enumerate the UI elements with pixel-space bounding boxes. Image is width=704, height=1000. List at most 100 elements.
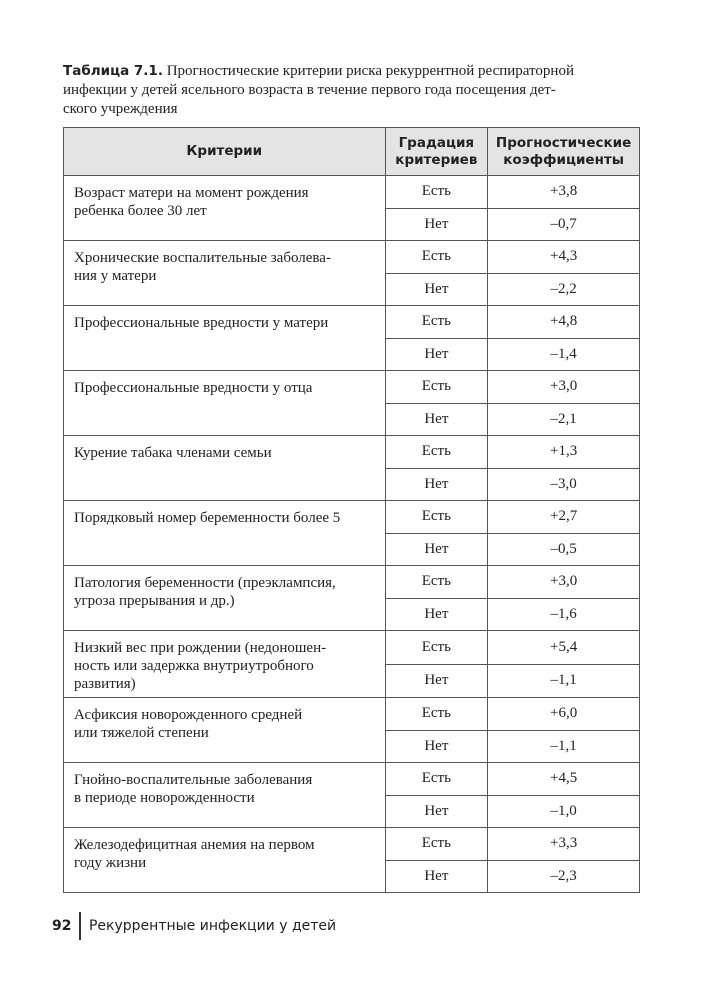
table-row: Порядковый номер беременности более 5 Ест… [63, 500, 640, 566]
grade-cell: Есть [384, 305, 489, 339]
table-body: Возраст матери на момент рождения ребенка… [63, 175, 640, 893]
table-row: Профессиональные вредности у отца Есть +3,… [63, 370, 640, 436]
grade-cell: Есть [384, 370, 489, 404]
criterion-cell: Хронические воспалительные заболева-ния … [63, 240, 386, 306]
coefficient-cell: +3,0 [487, 565, 640, 599]
criterion-line: в периоде новорожденности [74, 790, 255, 806]
criterion-cell: Асфиксия новорожденного средней или тяжел… [63, 697, 386, 763]
grade-cell: Нет [384, 663, 489, 698]
table-row: Железодефицитная анемия на первом году жи… [63, 827, 640, 893]
criterion-line: Порядковый номер беременности более 5 [74, 510, 341, 526]
table-row: Профессиональные вредности у матери Есть +… [63, 305, 640, 371]
coefficient-cell: –1,1 [487, 729, 640, 763]
table-row: Возраст матери на момент рождения ребенка… [63, 175, 640, 241]
coefficient-cell: +5,4 [487, 630, 640, 665]
grade-cell: Нет [384, 532, 489, 566]
caption-label: Таблица 7.1. [63, 63, 163, 79]
coefficient-cell: –1,1 [487, 663, 640, 698]
criterion-line: ность или задержка внутриутробного [74, 658, 314, 674]
coefficient-cell: +3,3 [487, 827, 640, 861]
grade-cell: Нет [384, 272, 489, 306]
column-header: Критерии [63, 127, 386, 176]
coefficient-cell: –2,2 [487, 272, 640, 306]
criterion-cell: Возраст матери на момент рождения ребенка… [63, 175, 386, 241]
coefficient-cell: –0,7 [487, 207, 640, 241]
criterion-line: ребенка более 30 лет [74, 203, 207, 219]
table-row: Нет –1,6 [64, 597, 640, 631]
grade-cell: Нет [384, 794, 489, 828]
grade-cell: Нет [384, 402, 489, 436]
coefficient-cell: +4,8 [487, 305, 640, 339]
column-header: Прогностические коэффициенты [487, 127, 640, 176]
header-row: Критерии Градация критериев Прогностически… [63, 127, 640, 176]
criterion-cell: Курение табака членами семьи [63, 435, 386, 501]
table-row: Нет –1,4 [64, 337, 640, 371]
coefficient-cell: –2,3 [487, 859, 640, 893]
criterion-cell: Гнойно-воспалительные заболевания в перио… [63, 762, 386, 828]
coefficient-cell: +6,0 [487, 697, 640, 731]
grade-cell: Нет [384, 859, 489, 893]
grade-cell: Нет [384, 207, 489, 241]
criterion-cell: Профессиональные вредности у отца [63, 370, 386, 436]
table-row: Нет –2,1 [64, 402, 640, 436]
table-row: Патология беременности (преэклампсия, угр… [63, 565, 640, 631]
coefficient-cell: +4,3 [487, 240, 640, 274]
criterion-line: Профессиональные вредности у матери [74, 315, 329, 331]
coefficient-cell: +2,7 [487, 500, 640, 534]
criterion-line: году жизни [74, 855, 147, 871]
grade-cell: Нет [384, 729, 489, 763]
coefficient-cell: +1,3 [487, 435, 640, 469]
grade-cell: Нет [384, 337, 489, 371]
coefficient-cell: –1,0 [487, 794, 640, 828]
table-row: Нет –1,1 [64, 663, 640, 698]
grade-cell: Есть [384, 762, 489, 796]
table-row: Гнойно-воспалительные заболевания в перио… [63, 762, 640, 828]
grade-cell: Есть [384, 435, 489, 469]
criterion-line: Патология беременности (преэклампсия, [74, 575, 336, 591]
coefficient-cell: –0,5 [487, 532, 640, 566]
column-header: Градация критериев [384, 127, 489, 176]
table-row: Нет –1,0 [64, 794, 640, 828]
grade-cell: Есть [384, 565, 489, 599]
table-row: Хронические воспалительные заболева-ния … [63, 240, 640, 306]
caption-line: инфекции у детей ясельного возраста в те… [63, 82, 556, 98]
grade-cell: Есть [384, 240, 489, 274]
grade-cell: Есть [384, 697, 489, 731]
criterion-line: Профессиональные вредности у отца [74, 380, 313, 396]
grade-cell: Есть [384, 827, 489, 861]
table-row: Низкий вес при рождении (недоношен-ность… [63, 630, 640, 698]
coefficient-cell: –2,1 [487, 402, 640, 436]
table-row: Нет –3,0 [64, 467, 640, 501]
caption-line: Таблица 7.1. Прогностические критерии ри… [63, 62, 653, 81]
criterion-line: Асфиксия новорожденного средней [74, 707, 303, 723]
caption-text: Прогностические критерии риска рекуррент… [166, 63, 574, 79]
coefficient-cell: +3,0 [487, 370, 640, 404]
caption-line: ского учреждения [63, 101, 178, 117]
table-row: Курение табака членами семьи Есть +1,3 [63, 435, 640, 501]
divider [79, 912, 81, 940]
criterion-cell: Железодефицитная анемия на первом году жи… [63, 827, 386, 893]
table-row: Нет –0,7 [64, 207, 640, 241]
criterion-cell: Профессиональные вредности у матери [63, 305, 386, 371]
table-row: Асфиксия новорожденного средней или тяжел… [63, 697, 640, 763]
criterion-line: Низкий вес при рождении (недоношен- [74, 640, 327, 656]
criterion-cell: Порядковый номер беременности более 5 [63, 500, 386, 566]
criterion-line: развития) [74, 676, 136, 692]
criterion-line: Хронические воспалительные заболева- [74, 250, 331, 266]
grade-cell: Нет [384, 597, 489, 631]
criterion-line: Гнойно-воспалительные заболевания [74, 772, 313, 788]
running-title: Рекуррентные инфекции у детей [88, 918, 337, 934]
coefficient-cell: +4,5 [487, 762, 640, 796]
page-number: 92 [52, 918, 72, 934]
grade-cell: Есть [384, 630, 489, 665]
coefficient-cell: –3,0 [487, 467, 640, 501]
coefficient-cell: –1,6 [487, 597, 640, 631]
criterion-line: угроза прерывания и др.) [74, 593, 235, 609]
criterion-cell: Патология беременности (преэклампсия, угр… [63, 565, 386, 631]
coefficient-cell: +3,8 [487, 175, 640, 209]
table-row: Нет –0,5 [64, 532, 640, 566]
criterion-cell: Низкий вес при рождении (недоношен-ность… [63, 630, 386, 698]
criterion-line: Возраст матери на момент рождения [74, 185, 309, 201]
criterion-line: ния у матери [74, 268, 157, 284]
